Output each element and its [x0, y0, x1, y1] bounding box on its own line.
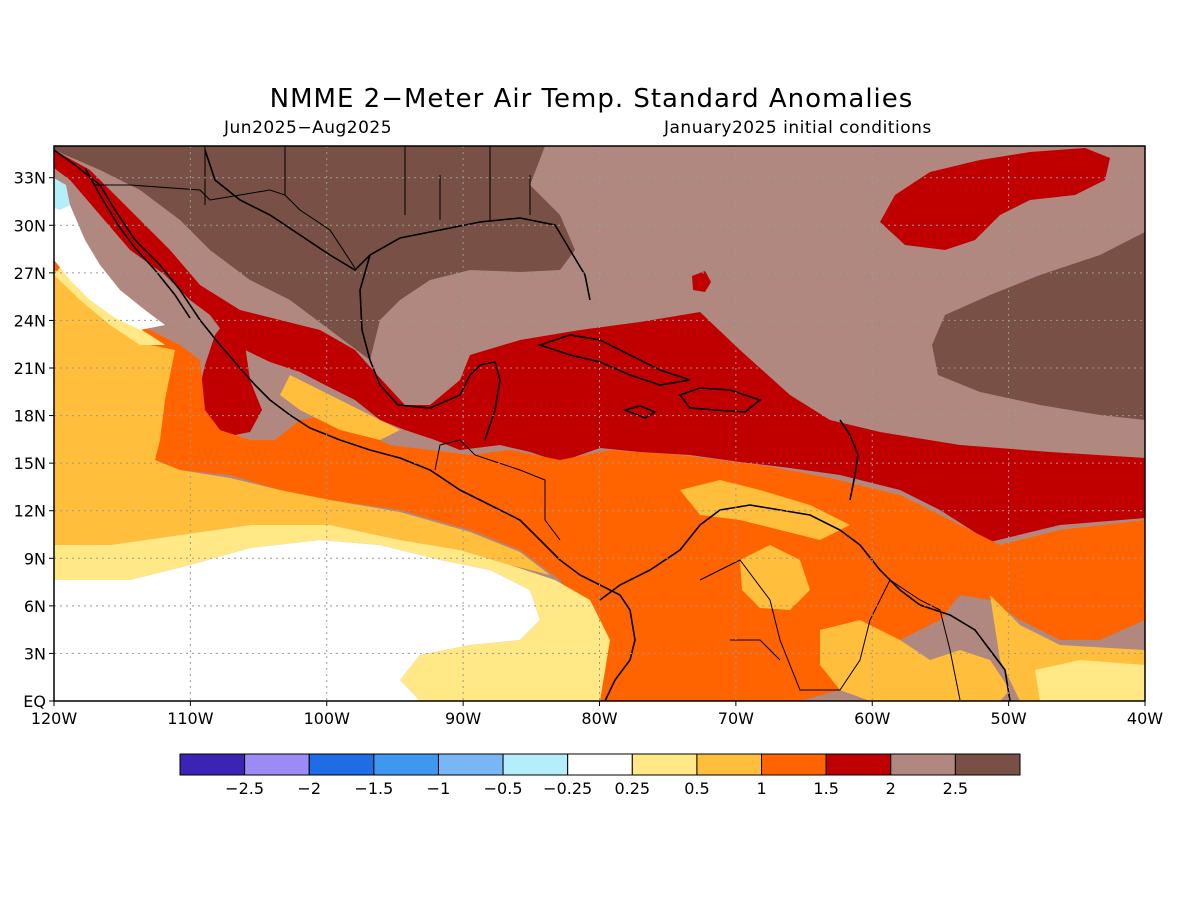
colorbar-label: −1 — [427, 779, 451, 798]
lat-tick-label: EQ — [23, 692, 46, 711]
colorbar-label: 1.5 — [813, 779, 838, 798]
colorbar-swatch — [179, 753, 246, 776]
forecast-period: Jun2025−Aug2025 — [224, 118, 393, 138]
anomaly-region-0.5-1-amazon — [740, 545, 810, 610]
country-borders — [95, 146, 961, 701]
colorbar: −2.5 −2 −1.5 −1 −0.5 −0.25 0.25 0.5 1 1.5 2 2.5 — [179, 753, 1021, 798]
coastline-gulf — [204, 149, 591, 301]
colorbar-label: 0.25 — [614, 779, 650, 798]
border-central-america — [434, 439, 561, 541]
coastline-mexico-pacific — [54, 149, 636, 701]
lat-tick-label: 30N — [14, 216, 46, 235]
lon-tick-label: 60W — [854, 709, 890, 728]
lon-tick-label: 90W — [445, 709, 481, 728]
coastline-baja — [84, 167, 191, 319]
anomaly-region-1-1.5 — [54, 250, 1145, 701]
lat-tick-label: 33N — [14, 169, 46, 188]
colorbar-label: 2.5 — [943, 779, 968, 798]
colorbar-swatch — [437, 753, 504, 776]
colorbar-label: −0.5 — [484, 779, 523, 798]
coastline-mexico-gulf — [359, 254, 501, 441]
lon-tick-label: 40W — [1127, 709, 1163, 728]
lat-tick-label: 24N — [14, 311, 46, 330]
anomaly-region-0.5-1-caribbean — [680, 480, 850, 540]
colorbar-swatch — [954, 753, 1021, 776]
coastline-south-america — [599, 504, 1011, 701]
colorbar-swatch — [825, 753, 892, 776]
lat-tick-label: 9N — [24, 549, 46, 568]
lat-tick-label: 18N — [14, 407, 46, 426]
initial-conditions: January2025 initial conditions — [664, 118, 932, 138]
colorbar-label: 1 — [756, 779, 766, 798]
anomaly-region-0.25-0.5-pacific — [54, 525, 610, 701]
colorbar-label: −0.25 — [543, 779, 592, 798]
border-us-states — [204, 146, 531, 220]
anomaly-region-1.5-2-pacific — [198, 315, 262, 437]
coastlines — [54, 149, 1011, 701]
coastline-hispaniola — [678, 387, 762, 413]
lon-tick-label: 80W — [581, 709, 617, 728]
grid-lines — [54, 146, 1145, 701]
colorbar-label: 0.5 — [684, 779, 709, 798]
colorbar-label: −2 — [297, 779, 321, 798]
anomaly-region-above-2.5-north — [54, 146, 575, 360]
coastline-antilles — [839, 419, 859, 501]
anomaly-region-above-2.5-east — [932, 232, 1145, 420]
colorbar-label: −1.5 — [354, 779, 393, 798]
anomaly-region-0.5-1-guiana — [820, 620, 1010, 701]
anomaly-region-0.25-0.5-east — [1035, 660, 1145, 701]
anomaly-region-near-zero-baja — [54, 195, 165, 330]
colorbar-swatch — [890, 753, 956, 776]
border-south-america — [699, 559, 961, 701]
border-us-mexico — [95, 184, 356, 269]
coastline-jamaica — [622, 405, 657, 419]
colorbar-swatch — [373, 753, 439, 776]
lon-tick-label: 120W — [31, 709, 78, 728]
colorbar-label: 2 — [886, 779, 896, 798]
lat-tick-label: 27N — [14, 264, 46, 283]
anomaly-region-1.5-2-atlantic — [880, 148, 1110, 250]
lat-tick-label: 3N — [24, 644, 46, 663]
colorbar-swatch — [502, 753, 569, 776]
anomaly-region-below-zero — [54, 178, 70, 210]
lon-tick-label: 70W — [718, 709, 754, 728]
colorbar-swatch — [567, 753, 633, 776]
colorbar-swatch — [631, 753, 698, 776]
lon-tick-label: 110W — [167, 709, 214, 728]
map-title: NMME 2−Meter Air Temp. Standard Anomalie… — [269, 84, 914, 114]
lon-tick-label: 50W — [991, 709, 1027, 728]
lon-tick-label: 100W — [304, 709, 351, 728]
colorbar-label: −2.5 — [225, 779, 264, 798]
colorbar-swatch — [308, 753, 375, 776]
anomaly-region-1.5-2-small — [692, 271, 711, 292]
lat-tick-label: 12N — [14, 502, 46, 521]
colorbar-swatch — [761, 753, 827, 776]
anomaly-region-near-zero-pacific — [54, 540, 540, 701]
lat-tick-label: 21N — [14, 359, 46, 378]
anomaly-region-0.5-1-central — [280, 375, 400, 440]
lat-tick-label: 6N — [24, 597, 46, 616]
lat-tick-label: 15N — [14, 454, 46, 473]
coastline-cuba — [537, 334, 691, 386]
anomaly-region-0.5-1-pacific — [54, 270, 550, 575]
colorbar-swatch — [244, 753, 310, 776]
colorbar-swatch — [696, 753, 763, 776]
